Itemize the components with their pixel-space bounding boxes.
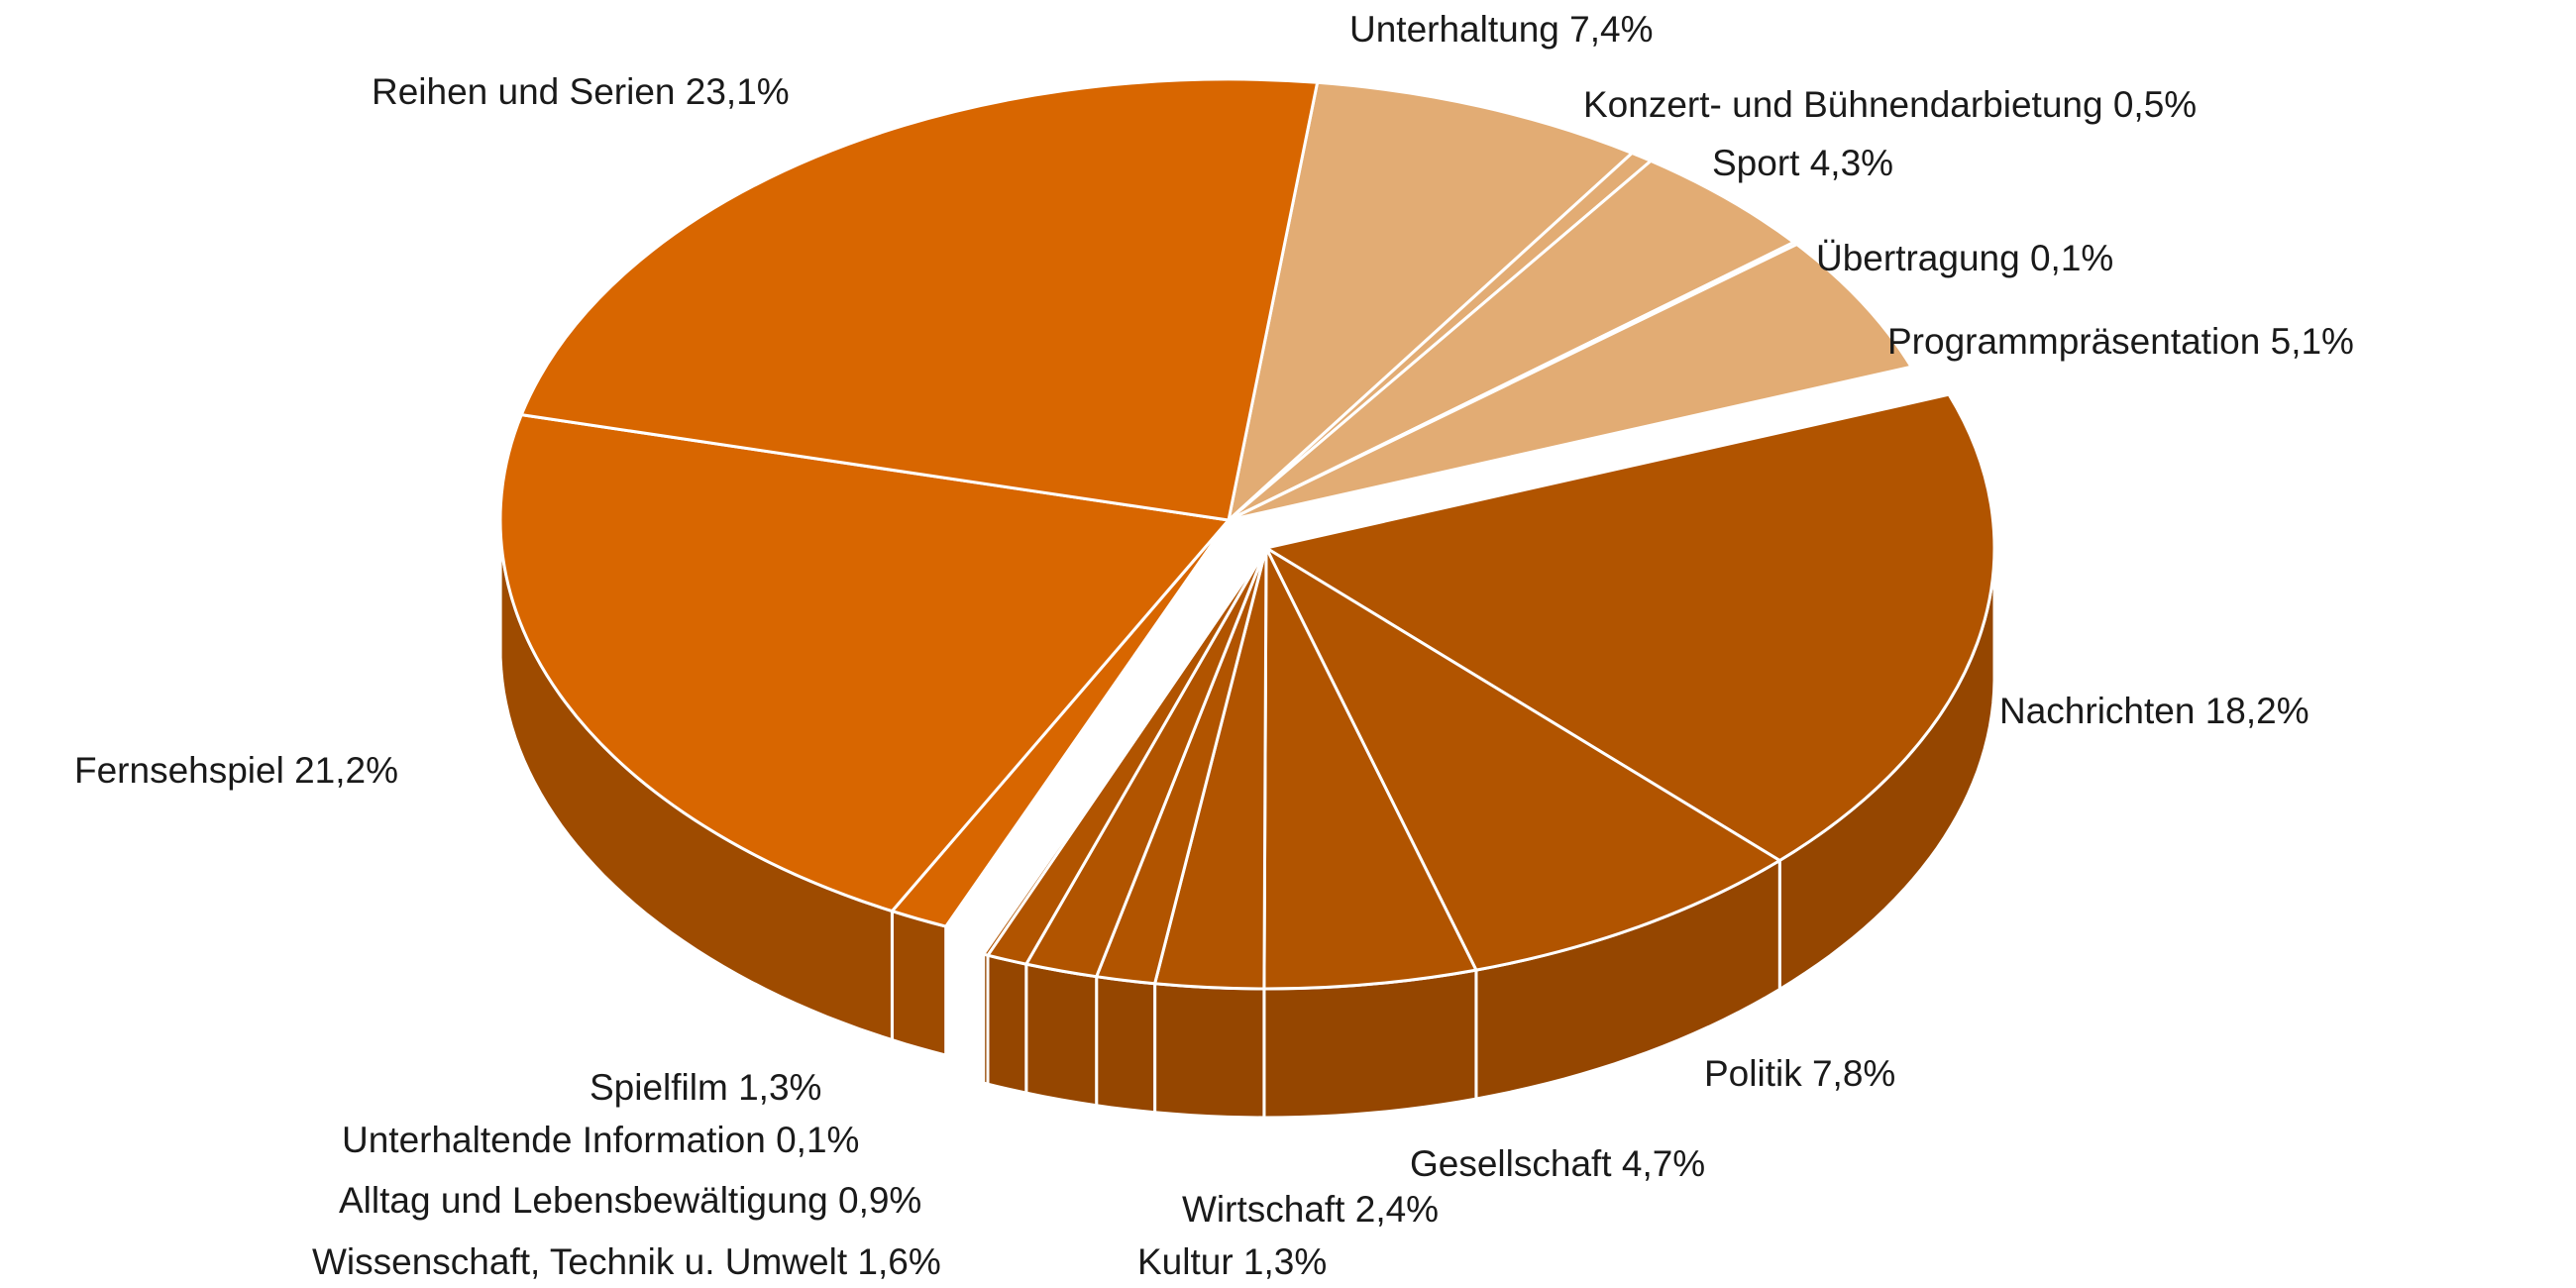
label-gesellschaft: Gesellschaft 4,7% [1410, 1143, 1705, 1184]
slice-labels: Unterhaltung 7,4% Konzert- und Bühnendar… [74, 9, 2354, 1282]
label-wissenschaft: Wissenschaft, Technik u. Umwelt 1,6% [312, 1241, 941, 1282]
side-wirtschaft [1153, 982, 1266, 1120]
label-fernsehspiel: Fernsehspiel 21,2% [74, 750, 398, 791]
slice-reihen_serien [519, 77, 1320, 522]
label-wirtschaft: Wirtschaft 2,4% [1182, 1189, 1439, 1230]
slice-politik [1264, 546, 1781, 972]
slice-fernsehspiel [498, 413, 1231, 913]
label-politik: Politik 7,8% [1704, 1053, 1895, 1094]
side-unterhaltende_information [982, 952, 990, 1087]
label-sport: Sport 4,3% [1712, 143, 1893, 183]
slice-programmpraesentation [1227, 243, 1913, 522]
side-gesellschaft [1262, 968, 1478, 1120]
label-alltag: Alltag und Lebensbewältigung 0,9% [339, 1180, 921, 1221]
side-wissenschaft [1024, 962, 1099, 1108]
side-kultur [1095, 974, 1157, 1115]
label-reihen-serien: Reihen und Serien 23,1% [372, 71, 790, 112]
label-programmpraesentation: Programmpräsentation 5,1% [1887, 321, 2354, 362]
label-uebertragung: Übertragung 0,1% [1816, 238, 2113, 278]
slice-sport [1227, 159, 1796, 522]
slice-unterhaltende_information [982, 546, 1268, 957]
label-kultur: Kultur 1,3% [1137, 1241, 1327, 1282]
side-alltag [986, 953, 1028, 1095]
label-konzert: Konzert- und Bühnendarbietung 0,5% [1583, 84, 2197, 125]
label-nachrichten: Nachrichten 18,2% [1999, 691, 2309, 731]
label-unterhaltende-information: Unterhaltende Information 0,1% [342, 1120, 859, 1160]
side-spielfilm [890, 909, 948, 1058]
pie-top-faces [498, 77, 1996, 991]
slice-nachrichten [1264, 392, 1996, 862]
label-spielfilm: Spielfilm 1,3% [590, 1067, 821, 1108]
slice-gesellschaft [1262, 546, 1478, 991]
label-unterhaltung: Unterhaltung 7,4% [1349, 9, 1653, 50]
slice-unterhaltung [1227, 80, 1634, 522]
